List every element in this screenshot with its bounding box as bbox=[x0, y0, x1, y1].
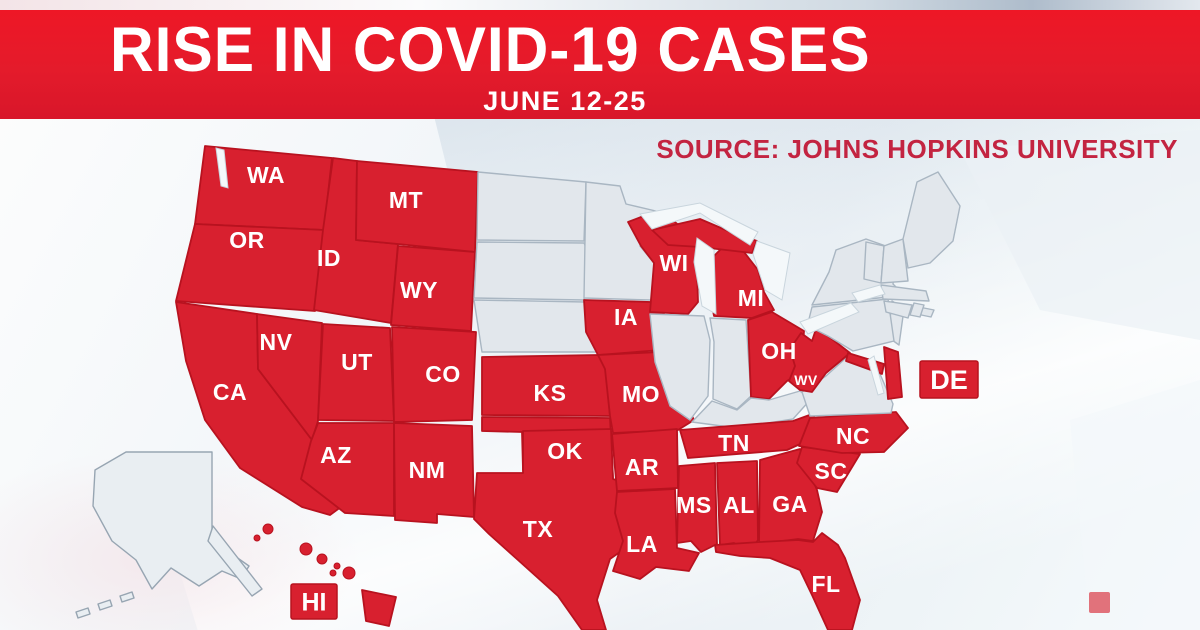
state-ak bbox=[92, 451, 250, 590]
water-body bbox=[851, 284, 886, 303]
state-label-ks: KS bbox=[534, 380, 567, 406]
state-label-sc: SC bbox=[815, 458, 848, 484]
state-ak bbox=[119, 591, 135, 603]
state-label-ut: UT bbox=[341, 349, 373, 375]
state-label-fl: FL bbox=[811, 571, 840, 597]
state-ms bbox=[676, 462, 718, 553]
state-mi bbox=[651, 218, 758, 254]
state-label-wi: WI bbox=[659, 250, 688, 276]
state-label-oh: OH bbox=[761, 338, 797, 364]
state-hi bbox=[361, 589, 397, 627]
state-label-az: AZ bbox=[320, 442, 352, 468]
state-nh bbox=[880, 238, 909, 284]
state-hi-island bbox=[333, 562, 341, 570]
state-fl bbox=[714, 532, 861, 630]
state-ma bbox=[880, 284, 930, 302]
state-label-mi: MI bbox=[738, 285, 765, 311]
water-body bbox=[752, 240, 791, 301]
state-label-al: AL bbox=[723, 492, 755, 518]
state-co bbox=[391, 326, 477, 423]
state-mt bbox=[355, 160, 479, 253]
water-body bbox=[799, 302, 860, 335]
state-ak bbox=[75, 607, 91, 619]
state-wv bbox=[788, 328, 851, 393]
water-body bbox=[215, 147, 229, 189]
callout-box-de bbox=[919, 360, 979, 399]
state-label-ms: MS bbox=[676, 492, 712, 518]
state-ne bbox=[473, 299, 601, 353]
callout-box-hi bbox=[290, 583, 338, 620]
state-label-mt: MT bbox=[389, 187, 423, 213]
state-ca-island bbox=[262, 523, 274, 535]
state-ca-island bbox=[253, 534, 261, 542]
state-nm bbox=[393, 422, 475, 524]
state-label-nm: NM bbox=[409, 457, 446, 483]
water-body bbox=[693, 237, 717, 315]
callout-label-hi: HI bbox=[302, 589, 327, 617]
state-ct bbox=[883, 300, 913, 319]
state-label-wy: WY bbox=[400, 277, 438, 303]
state-ri bbox=[909, 302, 925, 318]
state-nd bbox=[476, 171, 587, 242]
top-strip bbox=[0, 0, 1200, 10]
state-wa bbox=[194, 145, 333, 231]
state-label-ia: IA bbox=[614, 304, 638, 330]
state-label-ar: AR bbox=[625, 454, 659, 480]
state-sd bbox=[473, 241, 589, 301]
state-de bbox=[883, 346, 903, 400]
water-body bbox=[639, 202, 759, 246]
state-hi-island bbox=[342, 566, 356, 580]
state-il bbox=[649, 313, 711, 421]
callout-label-de: DE bbox=[930, 365, 968, 395]
state-label-or: OR bbox=[229, 227, 265, 253]
state-label-mo: MO bbox=[622, 381, 660, 407]
state-ak bbox=[207, 525, 263, 597]
state-label-co: CO bbox=[425, 361, 461, 387]
state-label-tx: TX bbox=[523, 516, 554, 542]
date-range: JUNE 12-25 bbox=[483, 86, 647, 116]
state-label-wv: WV bbox=[794, 372, 818, 388]
state-label-ca: CA bbox=[213, 379, 247, 405]
state-label-ok: OK bbox=[547, 438, 583, 464]
state-hi-island bbox=[329, 569, 337, 577]
state-label-nv: NV bbox=[260, 329, 293, 355]
state-label-nc: NC bbox=[836, 423, 870, 449]
title-banner: RISE IN COVID-19 CASES JUNE 12-25 bbox=[0, 10, 1200, 119]
state-la bbox=[612, 488, 700, 580]
state-ak bbox=[97, 599, 113, 611]
red-square-artifact bbox=[1089, 592, 1110, 613]
state-label-tn: TN bbox=[718, 430, 750, 456]
background-landmass bbox=[1070, 380, 1200, 630]
state-me bbox=[902, 171, 961, 269]
water-body bbox=[867, 355, 885, 396]
background-landmass bbox=[960, 130, 1200, 340]
state-nc bbox=[798, 411, 909, 454]
source-attribution: SOURCE: JOHNS HOPKINS UNIVERSITY bbox=[656, 134, 1178, 164]
state-in bbox=[709, 317, 752, 410]
headline: RISE IN COVID-19 CASES bbox=[110, 15, 871, 85]
state-label-wa: WA bbox=[247, 162, 285, 188]
state-label-la: LA bbox=[626, 531, 658, 557]
state-label-ga: GA bbox=[772, 491, 808, 517]
state-hi-island bbox=[316, 553, 328, 565]
state-label-id: ID bbox=[317, 245, 341, 271]
state-hi-island bbox=[299, 542, 313, 556]
